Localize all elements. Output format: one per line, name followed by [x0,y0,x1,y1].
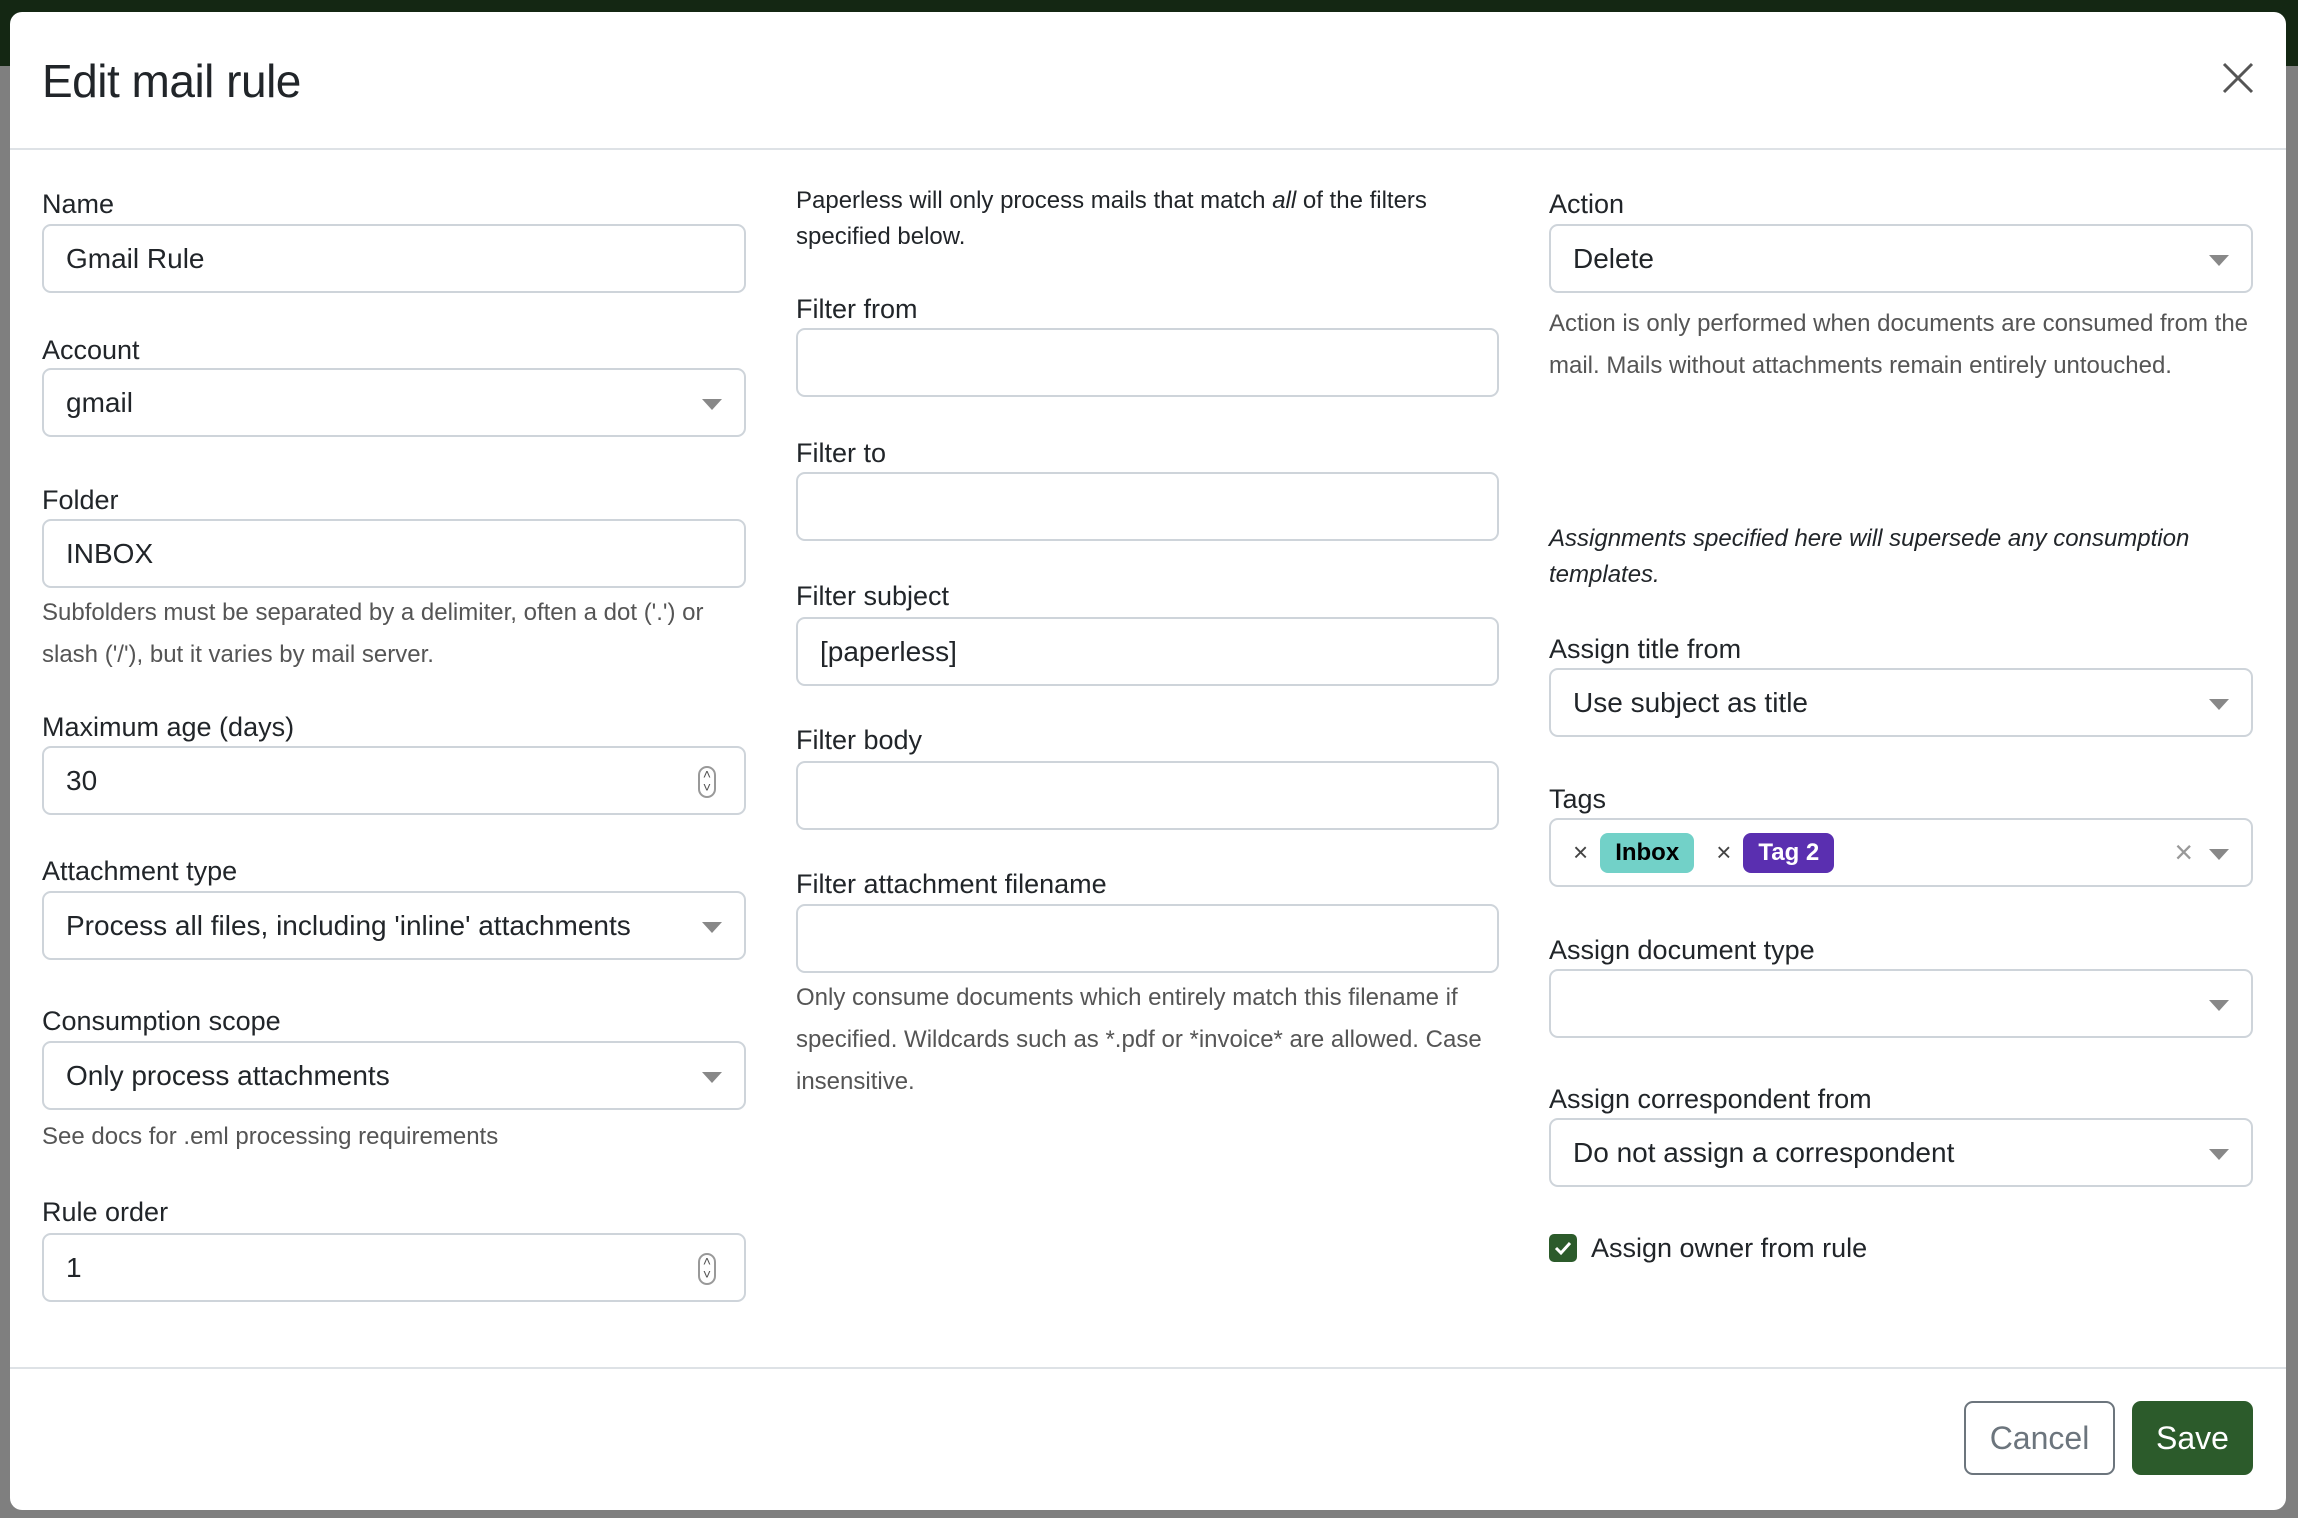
account-value: gmail [66,386,133,418]
attachment-type-value: Process all files, including 'inline' at… [66,909,631,941]
chevron-down-icon [702,399,722,410]
remove-tag-icon[interactable]: × [1716,837,1732,867]
max-age-label: Maximum age (days) [42,712,295,742]
chevron-down-icon [702,922,722,933]
filter-from-input[interactable] [796,328,1499,397]
filter-to-label: Filter to [796,438,887,468]
attachment-type-select[interactable]: Process all files, including 'inline' at… [42,891,746,960]
rule-order-input[interactable]: 1 ˄ ˅ [42,1233,746,1302]
filter-body-input[interactable] [796,761,1499,830]
chevron-down-icon [702,1072,722,1083]
filter-subject-value: [paperless] [820,635,957,667]
assign-owner-label: Assign owner from rule [1591,1233,1868,1263]
name-input[interactable]: Gmail Rule [42,224,746,293]
assign-title-select[interactable]: Use subject as title [1549,668,2253,737]
clear-all-icon[interactable]: × [2174,834,2193,870]
chevron-down-icon [2209,699,2229,710]
max-age-value: 30 [66,764,98,796]
consumption-scope-help: See docs for .eml processing requirement… [42,1123,499,1150]
name-label: Name [42,189,115,219]
footer-divider [10,1367,2286,1369]
filter-to-input[interactable] [796,472,1499,541]
remove-tag-icon[interactable]: × [1573,837,1589,867]
action-help: Action is only performed when documents … [1549,310,2249,379]
folder-input[interactable]: INBOX [42,519,746,588]
rule-order-value: 1 [66,1251,82,1283]
filters-intro: Paperless will only process mails that m… [796,183,1499,255]
intro-text-end: of the filters specified below. [796,187,1427,250]
assign-owner-row[interactable]: Assign owner from rule [1549,1232,2253,1264]
chevron-down-icon [2209,849,2229,860]
filter-subject-input[interactable]: [paperless] [796,617,1499,686]
close-icon[interactable] [2216,56,2260,100]
chevron-down-icon [2209,1000,2229,1011]
account-select[interactable]: gmail [42,368,746,437]
folder-label: Folder [42,485,119,515]
consumption-scope-label: Consumption scope [42,1006,281,1036]
folder-help: Subfolders must be separated by a delimi… [42,599,704,668]
action-value: Delete [1573,242,1654,274]
cancel-button[interactable]: Cancel [1964,1401,2115,1475]
max-age-input[interactable]: 30 ˄ ˅ [42,746,746,815]
spinner-icon[interactable]: ˄ ˅ [698,766,716,798]
filter-attachment-input[interactable] [796,904,1499,973]
filter-body-label: Filter body [796,725,923,755]
filter-subject-label: Filter subject [796,581,950,611]
action-select[interactable]: Delete [1549,224,2253,293]
folder-value: INBOX [66,537,154,569]
account-label: Account [42,335,140,365]
consumption-scope-value: Only process attachments [66,1059,390,1091]
correspondent-label: Assign correspondent from [1549,1084,1872,1114]
filter-attachment-label: Filter attachment filename [796,869,1107,899]
filter-attachment-help: Only consume documents which entirely ma… [796,984,1482,1095]
spinner-icon[interactable]: ˄ ˅ [698,1253,716,1285]
filter-from-label: Filter from [796,294,918,324]
edit-mail-rule-dialog: Edit mail rule Name Gmail Rule Account g… [10,12,2286,1510]
correspondent-select[interactable]: Do not assign a correspondent [1549,1118,2253,1187]
dialog-title: Edit mail rule [42,55,301,107]
intro-text: Paperless will only process mails that m… [796,187,1273,214]
header-divider [10,148,2286,150]
save-button[interactable]: Save [2132,1401,2253,1475]
chevron-down-icon [2209,1149,2229,1160]
tag-tag-2: Tag 2 [1743,832,1835,873]
correspondent-value: Do not assign a correspondent [1573,1136,1955,1168]
assignments-note: Assignments specified here will supersed… [1549,525,2190,588]
tags-select[interactable]: × Inbox × Tag 2 × [1549,818,2253,887]
doc-type-label: Assign document type [1549,935,1815,965]
action-label: Action [1549,189,1625,219]
doc-type-select[interactable] [1549,969,2253,1038]
assign-title-label: Assign title from [1549,634,1742,664]
name-value: Gmail Rule [66,242,205,274]
chevron-down-icon [2209,255,2229,266]
consumption-scope-select[interactable]: Only process attachments [42,1041,746,1110]
assign-title-value: Use subject as title [1573,686,1808,718]
tag-inbox: Inbox [1600,832,1695,873]
rule-order-label: Rule order [42,1197,169,1227]
tags-label: Tags [1549,784,1607,814]
attachment-type-label: Attachment type [42,856,238,886]
intro-emphasis: all [1272,187,1297,214]
checkbox-checked-icon[interactable] [1549,1234,1577,1262]
